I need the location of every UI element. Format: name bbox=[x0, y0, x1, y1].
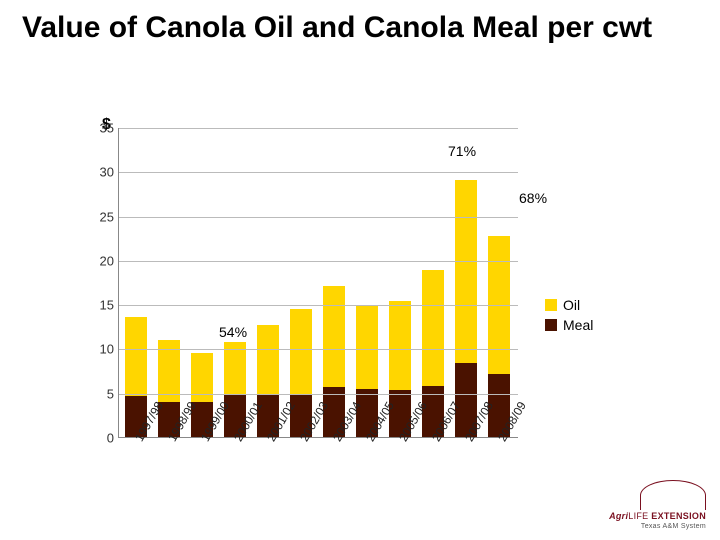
legend-swatch-icon bbox=[545, 319, 557, 331]
logo-text-1: AgriLIFE EXTENSION bbox=[609, 512, 706, 521]
legend-label: Meal bbox=[563, 317, 593, 333]
bar-segment-oil bbox=[455, 180, 477, 362]
slide-root: Value of Canola Oil and Canola Meal per … bbox=[0, 0, 720, 540]
y-tick-label: 5 bbox=[90, 386, 114, 401]
legend-item: Oil bbox=[545, 297, 593, 313]
gridline bbox=[119, 261, 518, 262]
legend-item: Meal bbox=[545, 317, 593, 333]
legend: Oil Meal bbox=[545, 297, 593, 337]
y-tick-label: 0 bbox=[90, 431, 114, 446]
y-tick-label: 10 bbox=[90, 342, 114, 357]
y-tick-label: 35 bbox=[90, 121, 114, 136]
plot-area bbox=[118, 128, 518, 438]
y-tick-label: 25 bbox=[90, 209, 114, 224]
canola-value-chart: 051015202530351997/981998/991999/002000/… bbox=[88, 128, 518, 478]
bar-segment-oil bbox=[323, 286, 345, 387]
bar-segment-oil bbox=[422, 270, 444, 386]
legend-swatch-icon bbox=[545, 299, 557, 311]
gridline bbox=[119, 172, 518, 173]
gridline bbox=[119, 128, 518, 129]
logo-text-2: Texas A&M System bbox=[609, 523, 706, 530]
bar-segment-oil bbox=[125, 317, 147, 397]
bar-segment-oil bbox=[257, 325, 279, 394]
pct-annotation: 54% bbox=[217, 324, 249, 340]
legend-label: Oil bbox=[563, 297, 580, 313]
bar-container bbox=[119, 128, 518, 437]
bar-segment-oil bbox=[356, 305, 378, 389]
pct-annotation: 68% bbox=[517, 190, 549, 206]
logo-arc-icon bbox=[640, 480, 706, 510]
gridline bbox=[119, 217, 518, 218]
gridline bbox=[119, 349, 518, 350]
bar-segment-oil bbox=[290, 309, 312, 394]
slide-title: Value of Canola Oil and Canola Meal per … bbox=[22, 10, 652, 46]
y-tick-label: 20 bbox=[90, 253, 114, 268]
agrilife-logo: AgriLIFE EXTENSION Texas A&M System bbox=[609, 480, 706, 530]
y-tick-label: 30 bbox=[90, 165, 114, 180]
y-tick-label: 15 bbox=[90, 298, 114, 313]
gridline bbox=[119, 305, 518, 306]
bar-segment-oil bbox=[389, 301, 411, 390]
pct-annotation: 71% bbox=[446, 143, 478, 159]
